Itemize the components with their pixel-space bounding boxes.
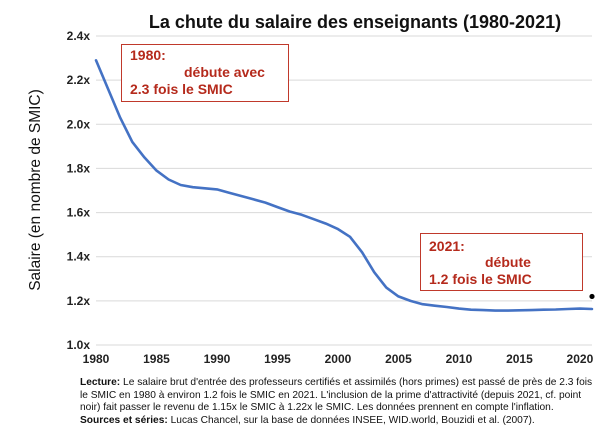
sources-label: Sources et séries: [80,414,168,426]
chart-title: La chute du salaire des enseignants (198… [149,12,561,32]
annotation-1980: 1980: débute avec 2.3 fois le SMIC [121,44,289,102]
lecture-text: Le salaire brut d'entrée des professeurs… [80,377,593,414]
y-tick-label: 1.8x [67,161,91,175]
y-tick-label: 1.2x [67,294,91,308]
annotation-2021-line2: débute [485,254,531,270]
y-tick-label: 1.0x [67,338,91,352]
y-tick-label: 2.2x [67,73,91,87]
y-tick-label: 1.4x [67,250,91,264]
y-tick-labels: 1.0x 1.2x 1.4x 1.6x 1.8x 2.0x 2.2x 2.4x [67,29,91,352]
x-tick-label: 1995 [264,352,291,366]
annotation-2021-line3: 1.2 fois le SMIC [429,271,532,287]
y-tick-label: 2.0x [67,117,91,131]
salary-line [94,59,594,312]
x-tick-label: 1985 [143,352,170,366]
x-tick-label: 1990 [204,352,231,366]
y-tick-label: 1.6x [67,206,91,220]
annotation-2021: 2021: débute 1.2 fois le SMIC [420,233,583,291]
x-tick-label: 2015 [506,352,533,366]
chart-caption: Lecture: Le salaire brut d'entrée des pr… [80,377,602,427]
lecture-label: Lecture: [80,377,121,388]
x-tick-labels: 1980 1985 1990 1995 2000 2005 2010 2015 2020 [83,352,594,366]
sources-text: Lucas Chancel, sur la base de données IN… [167,414,535,426]
series-layer [94,59,595,312]
annotation-1980-line2: débute avec [184,64,265,80]
y-tick-label: 2.4x [67,29,91,43]
y-axis-label: Salaire (en nombre de SMIC) [27,89,44,291]
x-tick-label: 2005 [385,352,412,366]
annotation-1980-year: 1980: [130,47,166,63]
x-tick-label: 2020 [567,352,594,366]
x-tick-label: 2000 [325,352,352,366]
x-tick-label: 1980 [83,352,110,366]
annotation-1980-line3: 2.3 fois le SMIC [130,81,233,97]
x-tick-label: 2010 [446,352,473,366]
annotation-2021-year: 2021: [429,238,465,254]
prime-attractivite-point [589,293,595,300]
